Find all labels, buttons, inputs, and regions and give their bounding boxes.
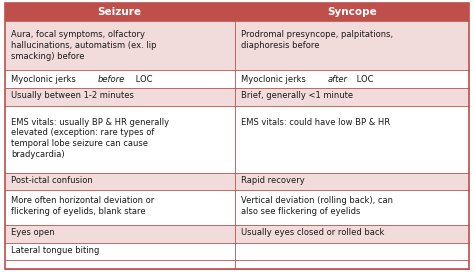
Text: Vertical deviation (rolling back), can
also see flickering of eyelids: Vertical deviation (rolling back), can a… [241,196,393,216]
Bar [235,190,469,225]
Text: EMS vitals: usually BP & HR generally
elevated (exception: rare types of
tempora: EMS vitals: usually BP & HR generally el… [11,118,169,159]
Text: Seizure: Seizure [98,7,142,17]
Bar [5,3,235,21]
Bar [5,261,235,269]
Text: Usually eyes closed or rolled back: Usually eyes closed or rolled back [241,228,384,237]
Text: Eyes open: Eyes open [11,228,55,237]
Bar [5,172,235,190]
Text: Post-ictal confusion: Post-ictal confusion [11,176,92,185]
Bar [235,106,469,172]
Text: Lateral tongue biting: Lateral tongue biting [11,246,99,255]
Bar [235,261,469,269]
Bar [235,225,469,243]
Text: LOC: LOC [133,75,153,84]
Text: EMS vitals: could have low BP & HR: EMS vitals: could have low BP & HR [241,118,390,127]
Text: before: before [98,75,125,84]
Text: LOC: LOC [354,75,373,84]
Bar [5,225,235,243]
Text: More often horizontal deviation or
flickering of eyelids, blank stare: More often horizontal deviation or flick… [11,196,154,216]
Bar [235,70,469,88]
Text: after: after [328,75,348,84]
Bar [235,21,469,70]
Bar [5,106,235,172]
Bar [235,3,469,21]
Text: Rapid recovery: Rapid recovery [241,176,304,185]
Text: Brief, generally <1 minute: Brief, generally <1 minute [241,91,353,100]
Bar [235,172,469,190]
Bar [5,88,235,106]
Text: Usually between 1-2 minutes: Usually between 1-2 minutes [11,91,134,100]
Text: Myoclonic jerks: Myoclonic jerks [241,75,308,84]
Bar [5,21,235,70]
Bar [5,243,235,261]
Text: Syncope: Syncope [327,7,377,17]
Text: Myoclonic jerks: Myoclonic jerks [11,75,78,84]
Bar [5,190,235,225]
Bar [235,88,469,106]
Bar [235,243,469,261]
Text: Prodromal presyncope, palpitations,
diaphoresis before: Prodromal presyncope, palpitations, diap… [241,30,393,50]
Bar [5,70,235,88]
Text: Aura, focal symptoms, olfactory
hallucinations, automatism (ex. lip
smacking) be: Aura, focal symptoms, olfactory hallucin… [11,30,156,61]
